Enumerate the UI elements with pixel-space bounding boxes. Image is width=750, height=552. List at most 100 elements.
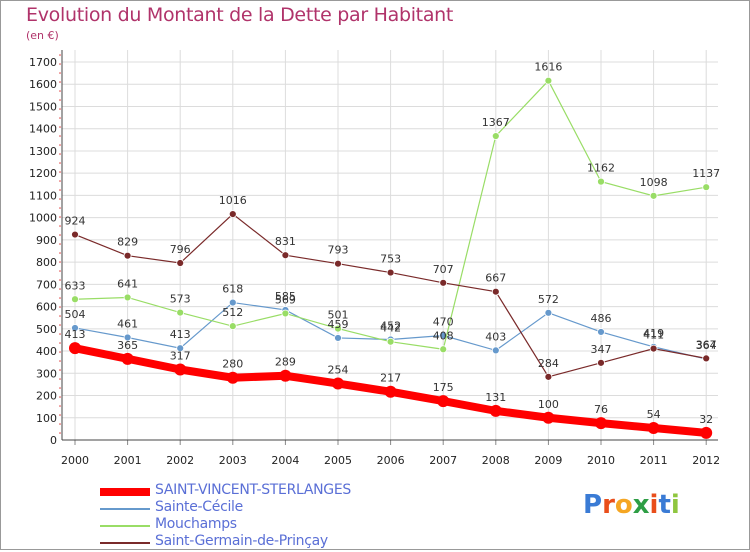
data-label: 217 [380, 372, 401, 385]
data-label: 633 [65, 279, 86, 292]
data-point [384, 385, 397, 398]
data-label: 829 [117, 236, 138, 249]
axis-dot [59, 297, 61, 299]
data-point [700, 426, 713, 439]
data-point [123, 293, 132, 302]
data-label: 573 [170, 293, 191, 306]
axis-dot [59, 171, 61, 173]
data-point [332, 377, 344, 390]
y-tick-label: 1500 [29, 100, 57, 113]
logo-letter: x [632, 490, 650, 520]
axis-dot [59, 72, 61, 74]
y-tick-label: 1300 [29, 145, 57, 158]
data-point [702, 354, 711, 363]
data-label: 753 [380, 253, 401, 266]
axis-dot [59, 243, 61, 245]
data-label: 413 [65, 328, 86, 341]
axis-dot [59, 279, 61, 281]
data-point [228, 322, 237, 331]
data-label: 419 [643, 327, 664, 340]
y-tick-label: 400 [36, 345, 57, 358]
data-point [702, 183, 711, 192]
axis-dot [59, 261, 61, 263]
x-tick-label: 2006 [377, 454, 405, 467]
data-point [597, 328, 605, 336]
y-tick-label: 700 [36, 278, 57, 291]
data-label: 569 [275, 293, 296, 306]
data-label: 76 [594, 403, 608, 416]
axis-dot [59, 396, 61, 398]
logo-letter: t [658, 490, 671, 520]
x-tick-label: 2012 [692, 454, 720, 467]
data-label: 793 [328, 244, 349, 257]
x-tick-label: 2011 [640, 454, 668, 467]
x-tick-label: 2002 [166, 454, 194, 467]
logo-letter: r [602, 490, 615, 520]
y-tick-label: 900 [36, 234, 57, 247]
data-point [174, 363, 187, 376]
data-label: 459 [328, 318, 349, 331]
y-tick-label: 1700 [29, 56, 57, 69]
axis-dot [59, 198, 61, 200]
data-point [386, 268, 395, 277]
data-point [544, 372, 553, 381]
data-label: 365 [117, 339, 138, 352]
data-point [123, 333, 132, 342]
data-label: 413 [170, 328, 191, 341]
data-point [334, 324, 342, 333]
logo-letter: o [614, 490, 633, 520]
data-label: 347 [591, 343, 612, 356]
axis-dot [59, 54, 61, 56]
axis-dot [59, 135, 61, 137]
legend-swatch [100, 525, 150, 527]
axis-dot [59, 234, 61, 236]
legend-label: Mouchamps [155, 516, 237, 532]
axis-dot [59, 153, 61, 155]
axis-dot [59, 108, 61, 110]
x-tick-label: 2008 [482, 454, 510, 467]
data-point [226, 371, 239, 384]
y-tick-label: 300 [36, 367, 57, 380]
data-label: 32 [699, 413, 713, 426]
axis-dot [59, 405, 61, 407]
data-label: 1367 [482, 116, 510, 129]
data-point [228, 210, 237, 218]
x-tick-label: 2003 [219, 454, 247, 467]
y-tick-label: 1000 [29, 212, 57, 225]
axis-dot [59, 162, 61, 164]
data-label: 707 [433, 263, 454, 276]
axis-dot [59, 144, 61, 146]
axis-dot [59, 270, 61, 272]
data-point [334, 259, 342, 268]
y-tick-label: 600 [36, 301, 57, 314]
data-label: 54 [647, 408, 661, 421]
data-point [544, 76, 553, 85]
data-label: 470 [433, 315, 454, 328]
data-point [647, 421, 660, 434]
logo-letter: P [583, 490, 603, 520]
data-label: 641 [117, 277, 138, 290]
axis-dot [59, 423, 61, 425]
x-tick-label: 2007 [429, 454, 457, 467]
data-label: 280 [222, 358, 243, 371]
y-tick-label: 1100 [29, 189, 57, 202]
data-label: 1016 [219, 194, 247, 207]
data-point [176, 259, 185, 267]
axis-dot [59, 369, 61, 371]
axis-dot [59, 288, 61, 290]
data-label: 411 [643, 329, 664, 342]
data-label: 796 [170, 243, 191, 256]
data-label: 618 [222, 283, 243, 296]
x-tick-label: 2010 [587, 454, 615, 467]
axis-dot [59, 189, 61, 191]
data-point [595, 417, 607, 430]
chart-subtitle: (en €) [26, 29, 59, 42]
axis-dot [59, 315, 61, 317]
data-point [439, 345, 448, 354]
data-point [386, 337, 395, 346]
data-point [439, 278, 448, 287]
data-point [281, 251, 290, 260]
data-point [121, 352, 134, 365]
data-label: 408 [433, 329, 454, 342]
